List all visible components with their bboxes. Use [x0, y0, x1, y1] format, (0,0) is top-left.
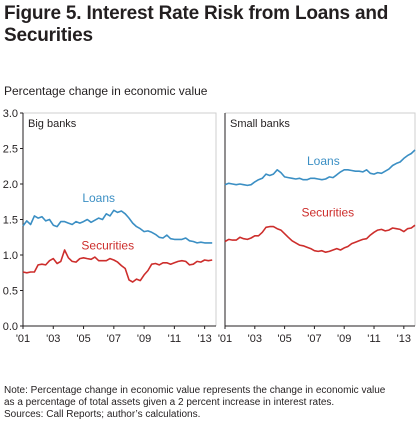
small-banks-x-tick-label: '13	[397, 333, 411, 345]
big-banks-y-tick-label: 1.5	[3, 215, 18, 227]
big-banks-loans-series-label: Loans	[82, 191, 115, 205]
small-banks-loans-line	[224, 149, 416, 187]
big-banks-panel-label: Big banks	[28, 118, 77, 130]
small-banks-x-tick-label: '09	[337, 333, 351, 345]
small-banks-x-tick-label: '03	[248, 333, 262, 345]
small-banks-x-tick-label: '11	[367, 333, 381, 345]
chart-area: 0.0 0.5 1.0 1.5 2.0 2.5 3.0 '01 '03 '05 '07 '09 '11 '…	[3, 108, 416, 345]
big-banks-loans-line	[22, 209, 213, 244]
big-banks-x-tick-label: '05	[76, 333, 90, 345]
chart-note: Note: Percentage change in economic valu…	[4, 385, 416, 421]
big-banks-securities-series-label: Securities	[81, 238, 134, 252]
big-banks-securities-line	[22, 249, 213, 283]
big-banks-y-tick-label: 0.5	[3, 286, 18, 298]
chart-title: Figure 5. Interest Rate Risk from Loans …	[4, 3, 389, 46]
small-banks-x-tick-label: '01	[218, 333, 232, 345]
note-line-2: as a percentage of total assets given a …	[4, 397, 335, 408]
big-banks-y-tick-label: 1.0	[3, 250, 18, 262]
note-line-3: Sources: Call Reports; author’s calculat…	[4, 409, 201, 420]
big-banks-x-tick-label: '03	[46, 333, 60, 345]
big-banks-x-tick-label: '13	[197, 333, 211, 345]
note-line-1: Note: Percentage change in economic valu…	[4, 385, 386, 396]
big-banks-y-tick-label: 0.0	[3, 321, 18, 333]
big-banks-panel-frame	[23, 112, 217, 326]
small-banks-x-tick-label: '07	[307, 333, 321, 345]
big-banks-x-tick-label: '11	[168, 333, 182, 345]
small-banks-loans-series-label: Loans	[307, 154, 340, 168]
small-banks-securities-series-label: Securities	[301, 206, 354, 220]
small-banks-panel-frame	[225, 112, 416, 326]
big-banks-y-tick-label: 2.5	[3, 144, 18, 156]
chart-subtitle: Percentage change in economic value	[4, 84, 208, 98]
big-banks-x-tick-label: '01	[16, 333, 30, 345]
big-banks-y-tick-label: 2.0	[3, 179, 18, 191]
big-banks-y-tick-label: 3.0	[3, 108, 18, 120]
big-banks-x-tick-label: '07	[107, 333, 121, 345]
big-banks-x-tick-label: '09	[137, 333, 151, 345]
small-banks-x-tick-label: '05	[277, 333, 291, 345]
small-banks-securities-line	[224, 224, 416, 253]
small-banks-panel-label: Small banks	[230, 118, 290, 130]
